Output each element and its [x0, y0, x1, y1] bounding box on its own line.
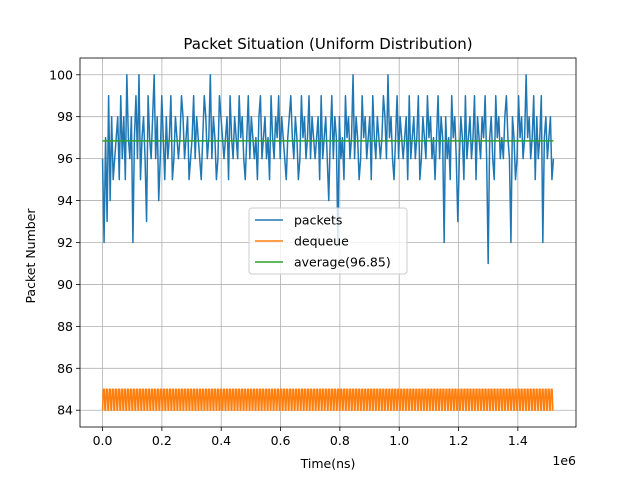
x-tick-label: 0.0 [93, 433, 113, 448]
x-tick-label: 0.6 [271, 433, 291, 448]
y-ticks: 84 86 88 90 92 94 96 98 100 [49, 67, 80, 418]
x-ticks: 0.0 0.2 0.4 0.6 0.8 1.0 1.2 1.4 [93, 427, 528, 448]
series-dequeue-line [101, 388, 554, 411]
y-tick-label: 94 [57, 193, 73, 208]
y-tick-label: 90 [57, 277, 73, 292]
x-offset-label: 1e6 [552, 453, 576, 468]
legend-label: dequeue [294, 234, 349, 249]
series-layer [101, 74, 555, 411]
y-tick-label: 88 [57, 319, 73, 334]
legend-label: packets [294, 213, 342, 228]
y-tick-label: 92 [57, 235, 73, 250]
x-tick-label: 1.0 [389, 433, 409, 448]
y-tick-label: 84 [57, 403, 73, 418]
legend-box [248, 207, 408, 275]
legend-label: average(96.85) [294, 255, 391, 270]
y-tick-label: 98 [57, 109, 73, 124]
x-tick-label: 0.4 [211, 433, 231, 448]
series-packets-line [101, 74, 555, 265]
x-tick-label: 0.8 [330, 433, 350, 448]
x-tick-label: 0.2 [152, 433, 172, 448]
y-tick-label: 100 [49, 67, 73, 82]
y-axis-label: Packet Number [23, 208, 38, 304]
y-tick-label: 86 [57, 361, 73, 376]
y-tick-label: 96 [57, 151, 73, 166]
x-axis-label: Time(ns) [300, 456, 356, 471]
x-tick-label: 1.2 [449, 433, 469, 448]
x-tick-label: 1.4 [508, 433, 528, 448]
legend: packets dequeue average(96.85) [248, 207, 408, 275]
chart-title: Packet Situation (Uniform Distribution) [183, 35, 472, 53]
